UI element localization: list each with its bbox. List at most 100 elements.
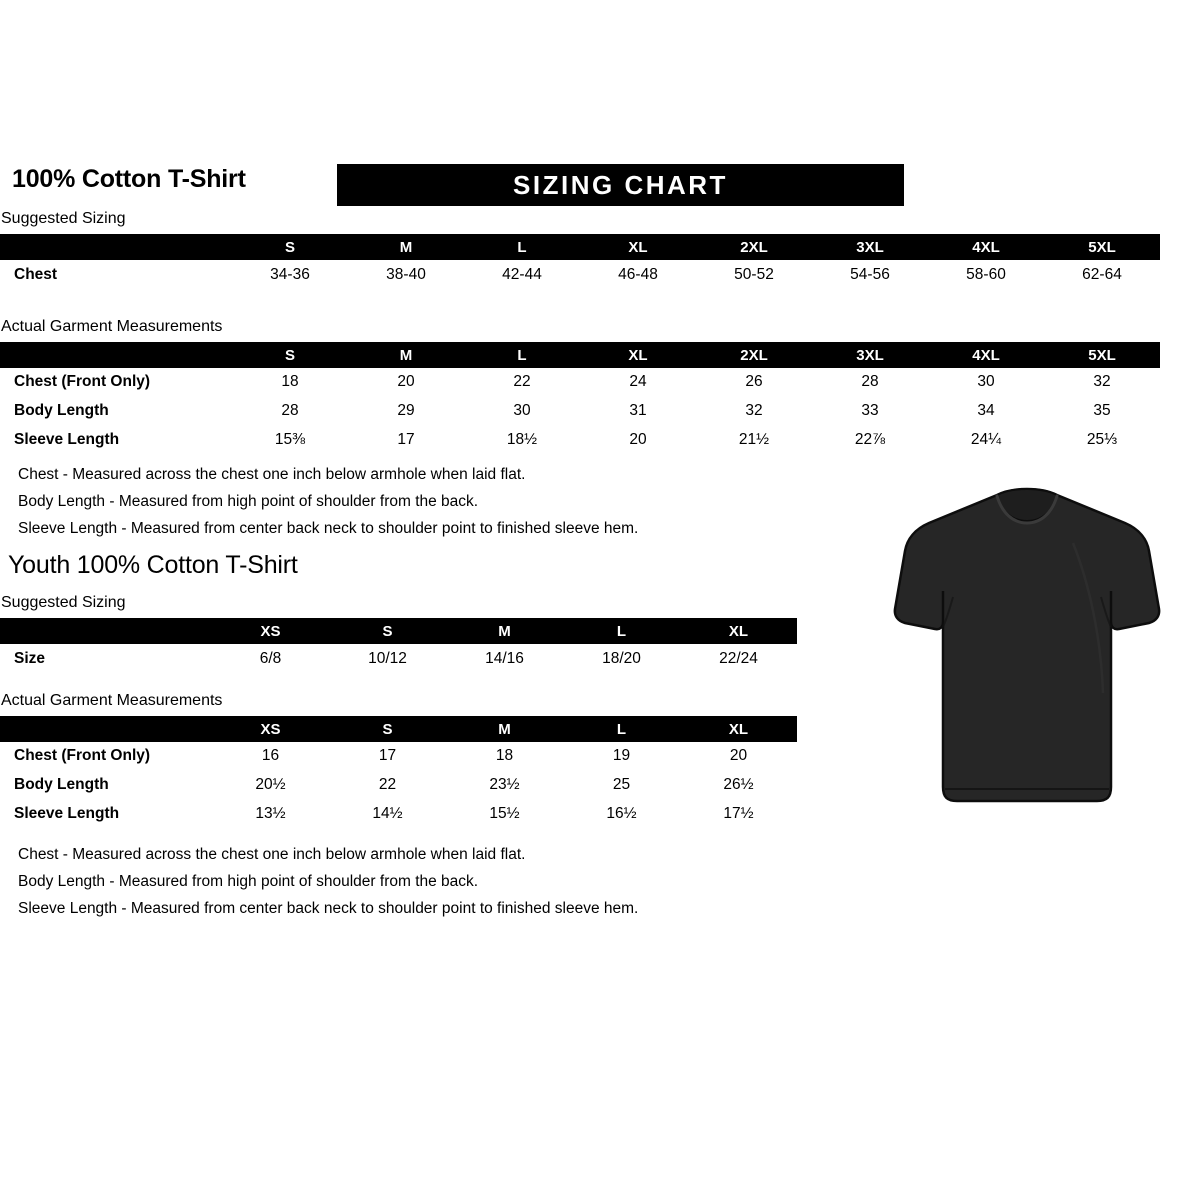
cell-value: 17½ <box>680 800 797 827</box>
cell-value: 18 <box>446 742 563 769</box>
cell-value: 24¼ <box>928 426 1044 453</box>
column-header-4xl: 4XL <box>928 342 1044 368</box>
table-header-row: S M L XL 2XL 3XL 4XL 5XL <box>0 342 1160 368</box>
cell-value: 33 <box>812 397 928 424</box>
cell-value: 20½ <box>212 771 329 798</box>
row-label: Chest (Front Only) <box>0 368 232 395</box>
adult-measurement-notes: Chest - Measured across the chest one in… <box>18 461 638 542</box>
cell-value: 32 <box>696 397 812 424</box>
cell-value: 50-52 <box>696 260 812 290</box>
row-divider <box>0 798 797 800</box>
note-line-body-length: Body Length - Measured from high point o… <box>18 873 479 890</box>
column-header-s: S <box>232 234 348 260</box>
cell-value: 23½ <box>446 771 563 798</box>
row-label: Sleeve Length <box>0 800 212 827</box>
cell-value: 19 <box>563 742 680 769</box>
row-label: Sleeve Length <box>0 426 232 453</box>
table-row: Body Length 20½ 22 23½ 25 26½ <box>0 771 797 798</box>
tshirt-icon <box>893 487 1161 803</box>
row-divider <box>0 395 1160 397</box>
column-header <box>0 716 212 742</box>
tshirt-illustration <box>893 487 1161 805</box>
note-line-chest: Chest - Measured across the chest one in… <box>18 466 526 483</box>
column-header-xl: XL <box>680 618 797 644</box>
column-header-l: L <box>464 342 580 368</box>
cell-value: 22/24 <box>680 644 797 674</box>
row-divider <box>0 769 797 771</box>
column-header-4xl: 4XL <box>928 234 1044 260</box>
column-header-m: M <box>446 618 563 644</box>
column-header-2xl: 2XL <box>696 342 812 368</box>
cell-value: 16½ <box>563 800 680 827</box>
cell-value: 25 <box>563 771 680 798</box>
cell-value: 20 <box>680 742 797 769</box>
column-header-m: M <box>446 716 563 742</box>
row-label: Body Length <box>0 397 232 424</box>
cell-value: 30 <box>928 368 1044 395</box>
note-line-body-length: Body Length - Measured from high point o… <box>18 493 479 510</box>
column-header-xs: XS <box>212 618 329 644</box>
column-header-l: L <box>464 234 580 260</box>
column-header-5xl: 5XL <box>1044 342 1160 368</box>
column-header-2xl: 2XL <box>696 234 812 260</box>
cell-value: 42-44 <box>464 260 580 290</box>
cell-value: 25⅓ <box>1044 426 1160 453</box>
cell-value: 28 <box>812 368 928 395</box>
table-header-row: XS S M L XL <box>0 716 797 742</box>
column-header-xs: XS <box>212 716 329 742</box>
cell-value: 16 <box>212 742 329 769</box>
table-row: Chest 34-36 38-40 42-44 46-48 50-52 54-5… <box>0 260 1160 290</box>
cell-value: 13½ <box>212 800 329 827</box>
youth-garment-measurements-caption: Actual Garment Measurements <box>1 692 223 709</box>
column-header-5xl: 5XL <box>1044 234 1160 260</box>
table-header-row: XS S M L XL <box>0 618 797 644</box>
cell-value: 22 <box>329 771 446 798</box>
cell-value: 22 <box>464 368 580 395</box>
youth-section-heading: Youth 100% Cotton T-Shirt <box>8 551 298 579</box>
table-row: Size 6/8 10/12 14/16 18/20 22/24 <box>0 644 797 674</box>
youth-measurement-notes: Chest - Measured across the chest one in… <box>18 841 638 922</box>
cell-value: 62-64 <box>1044 260 1160 290</box>
row-divider <box>0 827 797 829</box>
sizing-chart-banner-title: SIZING CHART <box>513 169 728 200</box>
row-label: Chest (Front Only) <box>0 742 212 769</box>
adult-suggested-sizing-table: S M L XL 2XL 3XL 4XL 5XL Chest 34-36 38-… <box>0 234 1160 290</box>
column-header-3xl: 3XL <box>812 342 928 368</box>
cell-value: 18/20 <box>563 644 680 674</box>
cell-value: 30 <box>464 397 580 424</box>
youth-garment-measurements-table: XS S M L XL Chest (Front Only) 16 17 18 … <box>0 716 797 829</box>
cell-value: 18½ <box>464 426 580 453</box>
column-header <box>0 234 232 260</box>
adult-garment-measurements-table: S M L XL 2XL 3XL 4XL 5XL Chest (Front On… <box>0 342 1160 455</box>
adult-garment-measurements-caption: Actual Garment Measurements <box>1 318 223 335</box>
cell-value: 28 <box>232 397 348 424</box>
row-divider <box>0 424 1160 426</box>
cell-value: 17 <box>348 426 464 453</box>
cell-value: 15⅜ <box>232 426 348 453</box>
cell-value: 24 <box>580 368 696 395</box>
cell-value: 14/16 <box>446 644 563 674</box>
column-header-xl: XL <box>580 234 696 260</box>
cell-value: 15½ <box>446 800 563 827</box>
cell-value: 21½ <box>696 426 812 453</box>
column-header-s: S <box>232 342 348 368</box>
column-header-m: M <box>348 342 464 368</box>
column-header-xl: XL <box>680 716 797 742</box>
youth-suggested-sizing-caption: Suggested Sizing <box>1 594 126 611</box>
cell-value: 17 <box>329 742 446 769</box>
column-header-s: S <box>329 618 446 644</box>
cell-value: 26 <box>696 368 812 395</box>
table-row: Chest (Front Only) 16 17 18 19 20 <box>0 742 797 769</box>
cell-value: 14½ <box>329 800 446 827</box>
note-line-sleeve-length: Sleeve Length - Measured from center bac… <box>18 520 639 537</box>
cell-value: 18 <box>232 368 348 395</box>
cell-value: 20 <box>580 426 696 453</box>
row-divider <box>0 453 1160 455</box>
table-row: Body Length 28 29 30 31 32 33 34 35 <box>0 397 1160 424</box>
column-header <box>0 342 232 368</box>
adult-suggested-sizing-caption: Suggested Sizing <box>1 210 126 227</box>
row-label: Chest <box>0 260 232 290</box>
sizing-chart-banner: SIZING CHART <box>337 164 904 206</box>
table-row: Sleeve Length 13½ 14½ 15½ 16½ 17½ <box>0 800 797 827</box>
